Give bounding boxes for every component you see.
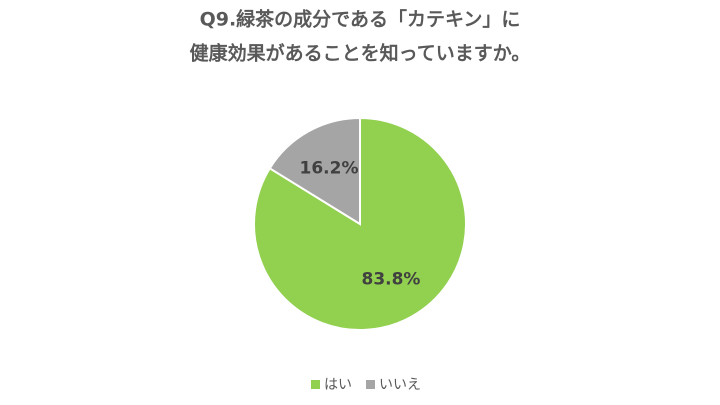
chart-title: Q9.緑茶の成分である「カテキン」に xyxy=(200,8,521,31)
chart-title: 健康効果があることを知っていますか。 xyxy=(190,42,531,65)
legend-swatch xyxy=(366,380,375,389)
legend-swatch xyxy=(311,380,320,389)
data-label: 83.8% xyxy=(361,270,420,290)
pie-slice xyxy=(268,116,361,226)
legend-label: いいえ xyxy=(379,377,421,393)
pie-slice xyxy=(253,116,467,331)
legend-label: はい xyxy=(324,377,352,393)
data-label: 16.2% xyxy=(300,158,359,178)
